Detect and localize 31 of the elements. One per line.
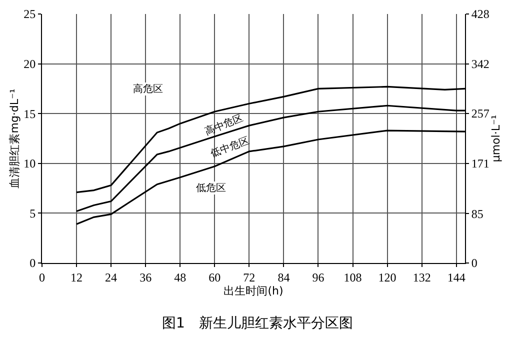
x-tick-label: 132	[412, 270, 431, 284]
y2-tick-label: 171	[471, 156, 490, 171]
x-tick-label: 24	[105, 270, 118, 284]
y2-tick-label: 342	[471, 57, 490, 72]
y-tick-label: 20	[24, 57, 36, 71]
y-tick-label: 5	[30, 206, 36, 220]
x-tick-label: 108	[344, 270, 362, 284]
x-tick-label: 36	[140, 270, 152, 284]
y2-tick-label: 428	[471, 7, 490, 22]
annotation: 高危区	[133, 83, 163, 95]
x-tick-label: 144	[447, 270, 466, 284]
y2-tick-label: 0	[471, 256, 478, 270]
x-tick-label: 84	[278, 270, 290, 284]
annotation: 低危区	[196, 182, 226, 194]
y2-axis-title: μmol·L⁻¹	[489, 114, 502, 162]
x-tick-label: 0	[39, 270, 45, 284]
y-tick-label: 10	[24, 156, 36, 171]
y-axis-title: 血清胆红素mg·dL⁻¹	[8, 88, 22, 188]
y2-tick-label: 257	[471, 106, 490, 121]
x-tick-label: 48	[174, 270, 186, 284]
x-tick-label: 72	[243, 270, 256, 284]
y-tick-label: 15	[24, 106, 36, 121]
x-tick-label: 12	[70, 270, 83, 284]
x-tick-label: 120	[378, 270, 396, 284]
text: 图1 新生儿胆红素水平分区图	[162, 315, 353, 332]
x-tick-label: 96	[312, 270, 324, 284]
y-tick-label: 0	[30, 256, 36, 270]
x-tick-label: 60	[208, 270, 221, 284]
y2-tick-label: 85	[471, 206, 484, 221]
y-tick-label: 25	[24, 7, 36, 22]
x-axis-title: 出生时间(h)	[224, 284, 284, 298]
